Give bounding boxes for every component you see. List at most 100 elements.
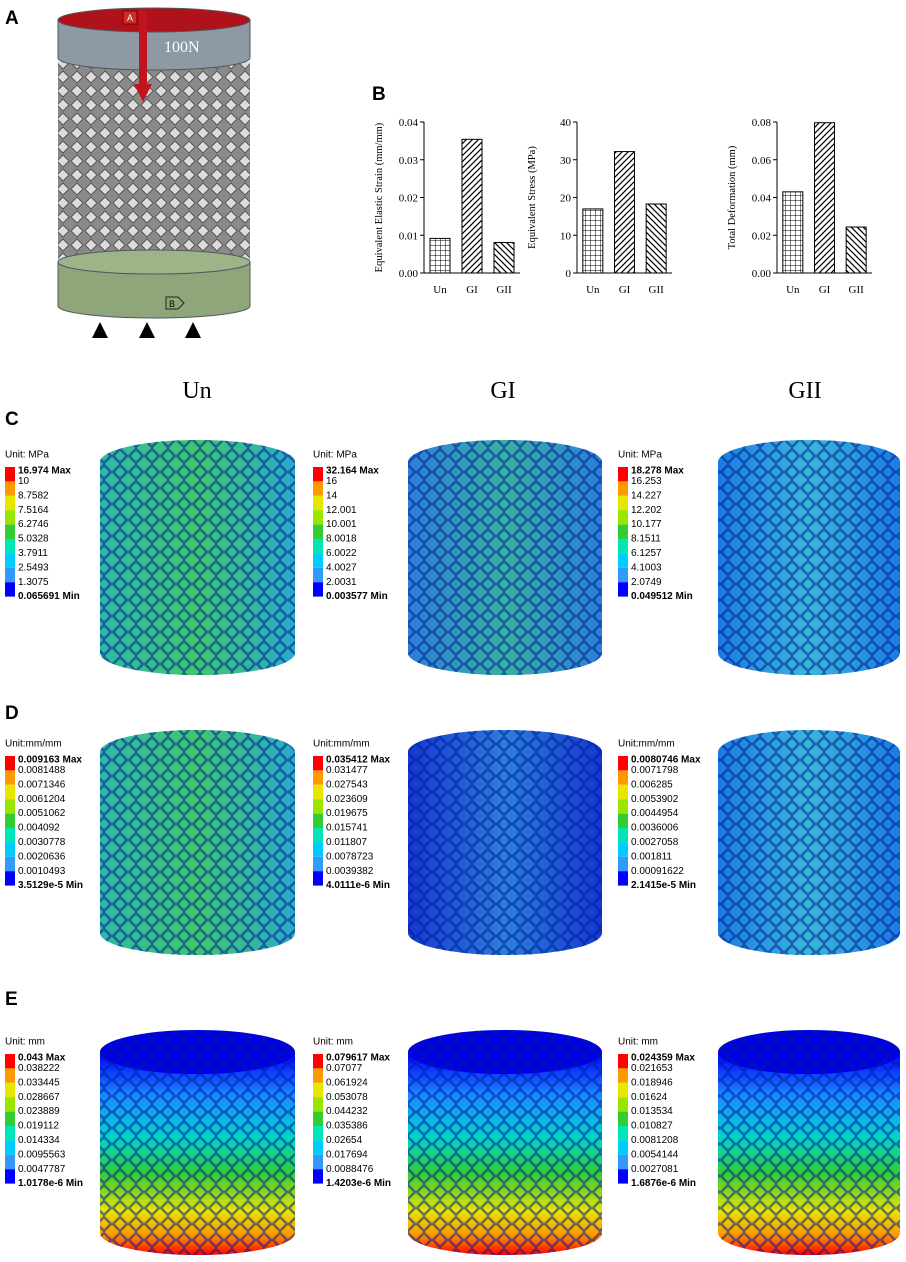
legend-swatch bbox=[5, 539, 15, 554]
legend-swatch bbox=[618, 467, 628, 482]
legend-swatch bbox=[618, 1082, 628, 1098]
load-arrowhead bbox=[134, 84, 152, 102]
legend-swatch bbox=[313, 1169, 323, 1184]
legend-label: 0.021653 bbox=[631, 1063, 673, 1074]
fea-model bbox=[718, 1030, 900, 1255]
legend-label: 0.024359 Max bbox=[631, 1053, 695, 1064]
legend-label: 16.253 bbox=[631, 476, 662, 487]
legend-label: 6.0022 bbox=[326, 548, 357, 559]
legend-swatch bbox=[618, 510, 628, 525]
legend-label: 0.0027058 bbox=[631, 837, 679, 848]
fea-model bbox=[718, 730, 900, 955]
legend-label: 0.013534 bbox=[631, 1106, 673, 1117]
legend-label: 0.0039382 bbox=[326, 866, 374, 877]
legend-swatch bbox=[618, 1097, 628, 1112]
legend-label: 0.003577 Min bbox=[326, 591, 388, 602]
legend-swatch bbox=[618, 1126, 628, 1141]
legend-label: 0.0071346 bbox=[18, 779, 66, 790]
legend-label: 2.1415e-5 Min bbox=[631, 880, 696, 891]
x-tick-label: GI bbox=[819, 284, 831, 296]
legend-swatch bbox=[313, 1068, 323, 1083]
fea-model bbox=[718, 440, 900, 675]
legend-label: 0.0051062 bbox=[18, 808, 66, 819]
legend-label: 14 bbox=[326, 490, 338, 501]
panel-label: D bbox=[5, 703, 19, 724]
model-top-cells bbox=[718, 440, 900, 484]
legend-swatch bbox=[618, 582, 628, 597]
legend-swatch bbox=[618, 756, 628, 771]
supports bbox=[92, 322, 201, 338]
legend-label: 0.0078723 bbox=[326, 851, 374, 862]
x-tick-label: GI bbox=[619, 284, 631, 296]
legend-swatch bbox=[5, 1097, 15, 1112]
y-tick-label: 0.06 bbox=[752, 155, 772, 167]
legend-label: 0.0047787 bbox=[18, 1164, 66, 1175]
legend-label: 0.0030778 bbox=[18, 837, 66, 848]
legend-swatch bbox=[618, 842, 628, 857]
legend-label: 0.044232 bbox=[326, 1106, 368, 1117]
legend-swatch bbox=[313, 770, 323, 785]
legend-unit: Unit: mm bbox=[5, 1037, 45, 1048]
legend-label: 18.278 Max bbox=[631, 466, 684, 477]
panel-label: B bbox=[372, 84, 386, 105]
legend-swatch bbox=[5, 524, 15, 539]
fea-model bbox=[100, 730, 295, 955]
legend-swatch bbox=[5, 510, 15, 525]
legend-label: 0.038222 bbox=[18, 1063, 60, 1074]
y-tick-label: 0.03 bbox=[399, 155, 419, 167]
legend-swatch bbox=[5, 770, 15, 785]
top-plate bbox=[57, 19, 251, 71]
legend-label: 10.001 bbox=[326, 519, 357, 530]
y-tick-label: 0 bbox=[566, 268, 572, 280]
legend-label: 0.0054144 bbox=[631, 1149, 679, 1160]
legend-swatch bbox=[5, 813, 15, 828]
legend-label: 10.177 bbox=[631, 519, 662, 530]
legend-swatch bbox=[5, 828, 15, 843]
model-top-cells bbox=[100, 1030, 295, 1074]
legend-swatch bbox=[618, 567, 628, 583]
legend-swatch bbox=[5, 1154, 15, 1170]
bar bbox=[493, 242, 515, 274]
legend-label: 0.0081488 bbox=[18, 765, 66, 776]
legend-unit: Unit: MPa bbox=[313, 450, 357, 461]
legend-swatch bbox=[618, 553, 628, 568]
legend-swatch bbox=[313, 567, 323, 583]
legend-swatch bbox=[618, 1068, 628, 1083]
legend-label: 2.5493 bbox=[18, 562, 49, 573]
legend-label: 0.043 Max bbox=[18, 1053, 66, 1064]
model-cells bbox=[100, 462, 295, 676]
model-top-cells bbox=[718, 1030, 900, 1074]
legend-swatch bbox=[5, 1126, 15, 1141]
legend-swatch bbox=[618, 1054, 628, 1069]
legend-label: 12.001 bbox=[326, 505, 357, 516]
model-cells bbox=[100, 1052, 295, 1255]
fea-model bbox=[408, 440, 602, 675]
y-tick-label: 0.08 bbox=[752, 117, 772, 129]
legend-swatch bbox=[5, 1068, 15, 1083]
legend-swatch bbox=[618, 784, 628, 800]
lattice bbox=[58, 62, 250, 260]
legend-swatch bbox=[313, 495, 323, 511]
y-tick-label: 10 bbox=[560, 230, 572, 242]
column-header: Un bbox=[182, 378, 211, 404]
legend-swatch bbox=[618, 1140, 628, 1155]
legend-swatch bbox=[313, 799, 323, 814]
legend-swatch bbox=[313, 871, 323, 886]
bar bbox=[782, 191, 804, 274]
legend-label: 4.0027 bbox=[326, 562, 357, 573]
x-tick-label: GI bbox=[466, 284, 478, 296]
legend-swatch bbox=[5, 567, 15, 583]
marker-b-label: B bbox=[169, 299, 175, 309]
legend-swatch bbox=[313, 1140, 323, 1155]
y-tick-label: 20 bbox=[560, 193, 572, 205]
legend-label: 0.01624 bbox=[631, 1092, 668, 1103]
bar bbox=[582, 208, 604, 274]
legend-swatch bbox=[313, 539, 323, 554]
legend-label: 0.035386 bbox=[326, 1121, 368, 1132]
legend-swatch bbox=[313, 1111, 323, 1126]
legend-swatch bbox=[618, 1169, 628, 1184]
x-tick-label: GII bbox=[649, 284, 665, 296]
legend-label: 16.974 Max bbox=[18, 466, 71, 477]
